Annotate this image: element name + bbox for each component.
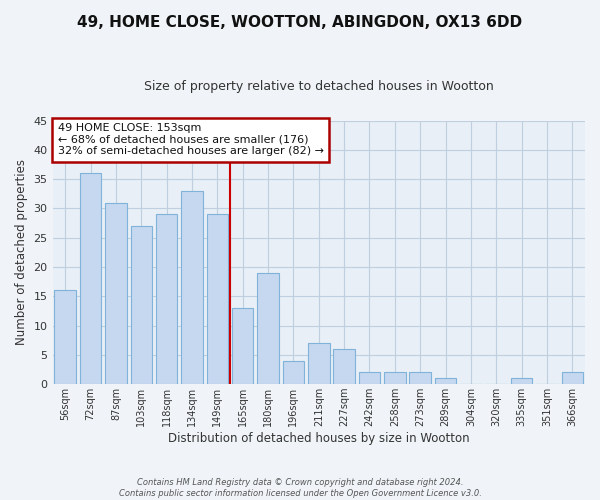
Text: 49 HOME CLOSE: 153sqm
← 68% of detached houses are smaller (176)
32% of semi-det: 49 HOME CLOSE: 153sqm ← 68% of detached … xyxy=(58,123,324,156)
X-axis label: Distribution of detached houses by size in Wootton: Distribution of detached houses by size … xyxy=(168,432,470,445)
Bar xyxy=(257,273,279,384)
Bar xyxy=(105,202,127,384)
Bar xyxy=(181,191,203,384)
Bar xyxy=(206,214,228,384)
Bar xyxy=(359,372,380,384)
Bar xyxy=(562,372,583,384)
Bar xyxy=(80,174,101,384)
Bar xyxy=(384,372,406,384)
Bar xyxy=(308,343,329,384)
Bar xyxy=(283,360,304,384)
Bar xyxy=(511,378,532,384)
Bar xyxy=(55,290,76,384)
Bar xyxy=(131,226,152,384)
Bar xyxy=(334,349,355,384)
Y-axis label: Number of detached properties: Number of detached properties xyxy=(15,160,28,346)
Bar xyxy=(409,372,431,384)
Title: Size of property relative to detached houses in Wootton: Size of property relative to detached ho… xyxy=(144,80,494,93)
Bar xyxy=(435,378,457,384)
Bar xyxy=(232,308,253,384)
Text: 49, HOME CLOSE, WOOTTON, ABINGDON, OX13 6DD: 49, HOME CLOSE, WOOTTON, ABINGDON, OX13 … xyxy=(77,15,523,30)
Text: Contains HM Land Registry data © Crown copyright and database right 2024.
Contai: Contains HM Land Registry data © Crown c… xyxy=(119,478,481,498)
Bar xyxy=(156,214,178,384)
